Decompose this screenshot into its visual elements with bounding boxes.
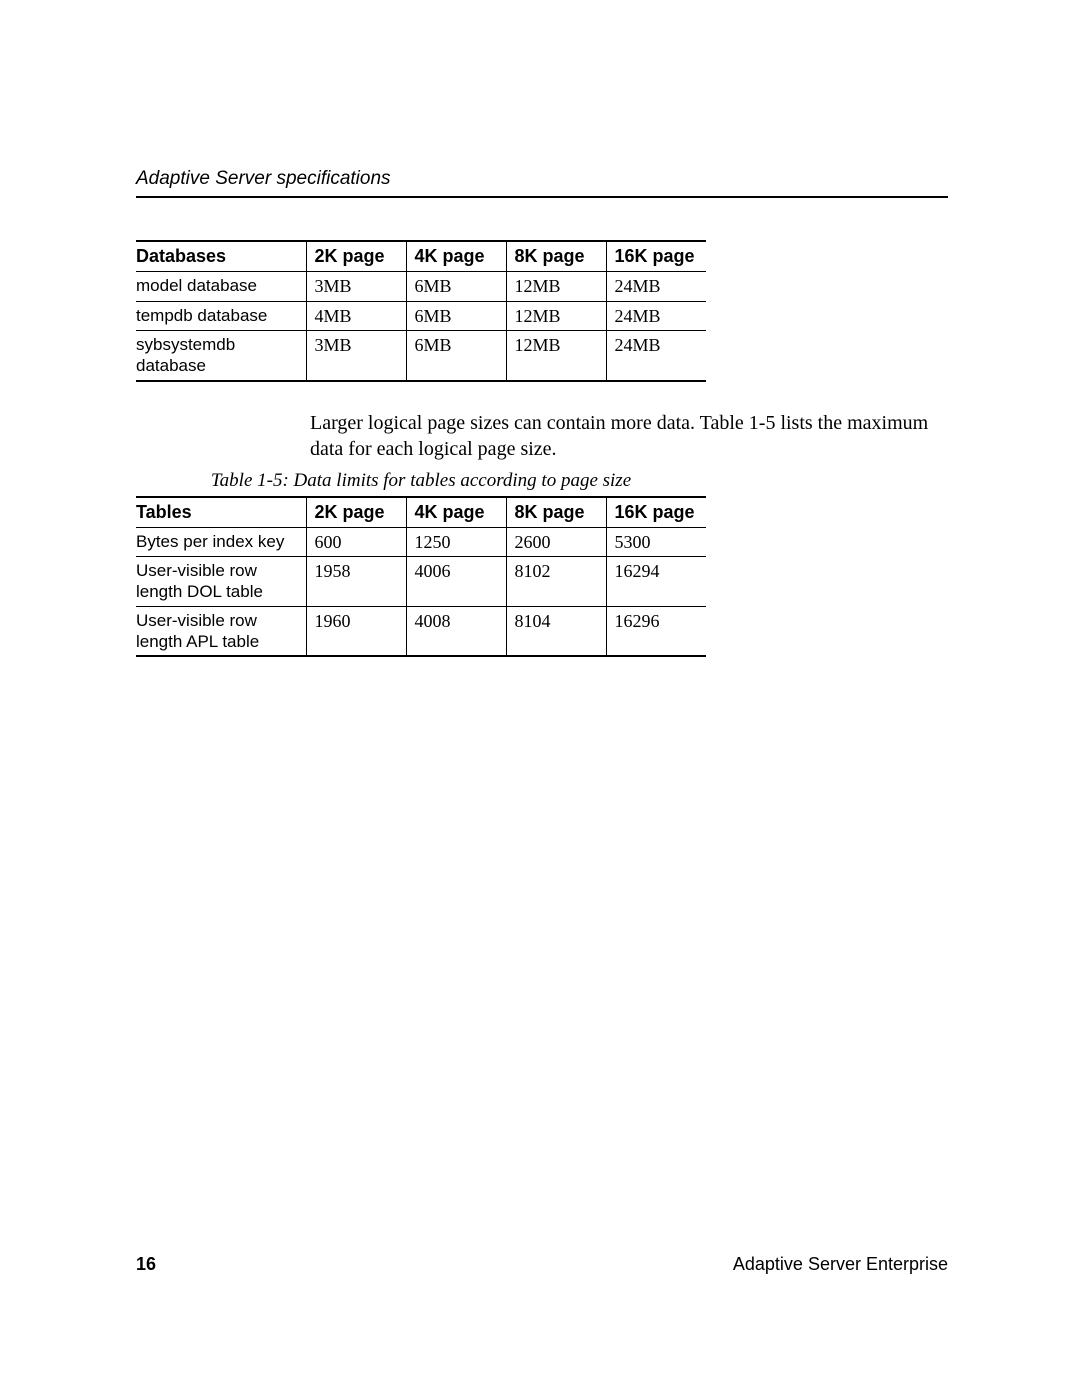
col-header: Tables [136, 497, 306, 528]
cell: sybsystemdb database [136, 331, 306, 381]
col-header: 4K page [406, 497, 506, 528]
cell: 3MB [306, 272, 406, 302]
cell: 8104 [506, 606, 606, 656]
cell: 8102 [506, 557, 606, 607]
col-header: 16K page [606, 241, 706, 272]
col-header: 16K page [606, 497, 706, 528]
running-header: Adaptive Server specifications [136, 168, 948, 198]
body-paragraph: Larger logical page sizes can contain mo… [310, 410, 948, 462]
cell: tempdb database [136, 301, 306, 331]
cell: 4008 [406, 606, 506, 656]
table-header-row: Tables 2K page 4K page 8K page 16K page [136, 497, 706, 528]
cell: 6MB [406, 272, 506, 302]
cell: 4006 [406, 557, 506, 607]
table-row: tempdb database 4MB 6MB 12MB 24MB [136, 301, 706, 331]
cell: 12MB [506, 272, 606, 302]
cell: Bytes per index key [136, 527, 306, 557]
cell: 24MB [606, 301, 706, 331]
page-footer: 16 Adaptive Server Enterprise [136, 1254, 948, 1275]
col-header: 2K page [306, 497, 406, 528]
table-caption: Table 1-5: Data limits for tables accord… [136, 470, 706, 492]
col-header: 4K page [406, 241, 506, 272]
col-header: Databases [136, 241, 306, 272]
cell: User-visible row length APL table [136, 606, 306, 656]
cell: 16294 [606, 557, 706, 607]
footer-title: Adaptive Server Enterprise [733, 1254, 948, 1275]
cell: 600 [306, 527, 406, 557]
cell: 24MB [606, 331, 706, 381]
col-header: 2K page [306, 241, 406, 272]
col-header: 8K page [506, 241, 606, 272]
cell: 5300 [606, 527, 706, 557]
cell: 6MB [406, 301, 506, 331]
table-row: model database 3MB 6MB 12MB 24MB [136, 272, 706, 302]
cell: 12MB [506, 331, 606, 381]
cell: 1958 [306, 557, 406, 607]
cell: 2600 [506, 527, 606, 557]
cell: User-visible row length DOL table [136, 557, 306, 607]
cell: 1250 [406, 527, 506, 557]
cell: 1960 [306, 606, 406, 656]
table-row: Bytes per index key 600 1250 2600 5300 [136, 527, 706, 557]
cell: 12MB [506, 301, 606, 331]
table-row: User-visible row length APL table 1960 4… [136, 606, 706, 656]
tables-limits-table: Tables 2K page 4K page 8K page 16K page … [136, 496, 706, 658]
cell: 24MB [606, 272, 706, 302]
databases-table: Databases 2K page 4K page 8K page 16K pa… [136, 240, 706, 382]
page-number: 16 [136, 1254, 156, 1275]
cell: 3MB [306, 331, 406, 381]
table-row: sybsystemdb database 3MB 6MB 12MB 24MB [136, 331, 706, 381]
cell: 16296 [606, 606, 706, 656]
table-row: User-visible row length DOL table 1958 4… [136, 557, 706, 607]
col-header: 8K page [506, 497, 606, 528]
cell: 6MB [406, 331, 506, 381]
cell: model database [136, 272, 306, 302]
table-header-row: Databases 2K page 4K page 8K page 16K pa… [136, 241, 706, 272]
cell: 4MB [306, 301, 406, 331]
